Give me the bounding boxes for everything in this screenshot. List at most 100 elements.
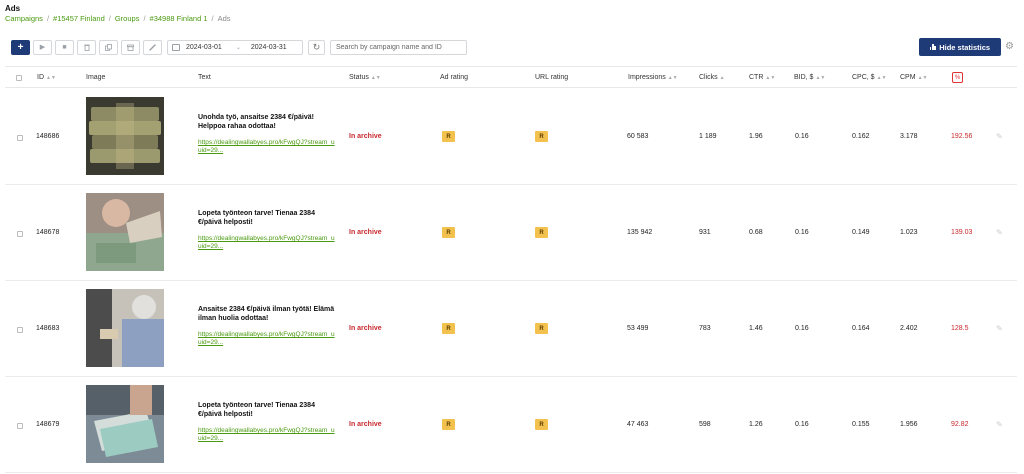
sort-icon: ▲▼ xyxy=(917,75,928,81)
ad-rating-badge: R xyxy=(442,419,455,430)
cpc-value: 0.164 xyxy=(852,325,870,332)
status-label: In archive xyxy=(349,229,382,236)
copy-button[interactable] xyxy=(99,39,118,55)
calendar-icon xyxy=(172,43,180,51)
trash-icon xyxy=(83,44,90,51)
cpm-value: 1.023 xyxy=(900,229,918,236)
select-all-checkbox[interactable] xyxy=(16,75,22,81)
edit-icon[interactable]: ✎ xyxy=(996,324,1003,333)
table-row: 148678 Lopeta työnteon tarve! Tienaa 238… xyxy=(5,185,1017,281)
cpc-value: 0.155 xyxy=(852,421,870,428)
clicks-value: 931 xyxy=(699,229,711,236)
ad-image[interactable] xyxy=(86,193,164,271)
url-rating-badge: R xyxy=(535,227,548,238)
row-checkbox[interactable] xyxy=(17,423,23,429)
hide-statistics-label: Hide statistics xyxy=(939,42,991,52)
roi-value: 139.03 xyxy=(951,229,973,236)
archive-icon xyxy=(127,44,134,51)
edit-icon[interactable]: ✎ xyxy=(996,420,1003,429)
column-image: Image xyxy=(86,74,106,81)
bid-value: 0.16 xyxy=(795,325,809,332)
stop-icon: ■ xyxy=(62,43,67,51)
url-rating-badge: R xyxy=(535,131,548,142)
refresh-icon: ↻ xyxy=(312,41,321,52)
refresh-button[interactable]: ↻ xyxy=(308,39,325,55)
search-input[interactable] xyxy=(330,39,467,55)
add-ad-button[interactable]: + xyxy=(11,39,30,55)
ad-text: Lopeta työnteon tarve! Tienaa 2384 €/päi… xyxy=(198,210,315,226)
edit-icon[interactable]: ✎ xyxy=(996,228,1003,237)
roi-value: 92.82 xyxy=(951,421,969,428)
breadcrumb-campaigns[interactable]: Campaigns xyxy=(5,14,43,23)
copy-icon xyxy=(105,43,112,51)
bar-chart-icon xyxy=(929,44,936,50)
sort-icon: ▲▼ xyxy=(46,75,56,81)
column-ctr[interactable]: CTR ▲▼ xyxy=(749,74,776,81)
date-range-picker[interactable]: 2024-03-01 ⌄ 2024-03-31 xyxy=(167,39,303,55)
sort-icon: ▲▼ xyxy=(876,75,887,81)
column-status[interactable]: Status ▲▼ xyxy=(349,74,381,81)
column-impressions[interactable]: Impressions ▲▼ xyxy=(628,74,678,81)
cpc-value: 0.162 xyxy=(852,133,870,140)
impressions-value: 60 583 xyxy=(627,133,649,140)
ctr-value: 0.68 xyxy=(749,229,763,236)
ad-id: 148678 xyxy=(36,229,60,236)
column-id[interactable]: ID ▲▼ xyxy=(37,74,56,81)
edit-icon[interactable]: ✎ xyxy=(996,132,1003,141)
toolbar: + ▶ ■ 2024-03-01 ⌄ 2024-03-31 ↻ xyxy=(11,39,467,55)
cpc-value: 0.149 xyxy=(852,229,870,236)
sort-icon: ▲▼ xyxy=(815,75,826,81)
status-label: In archive xyxy=(349,325,382,332)
breadcrumb-separator: / xyxy=(143,14,146,23)
roi-column-icon[interactable]: % xyxy=(952,72,963,83)
row-checkbox[interactable] xyxy=(17,231,23,237)
column-cpc[interactable]: CPC, $ ▲▼ xyxy=(852,74,887,81)
row-checkbox[interactable] xyxy=(17,135,23,141)
column-cpm[interactable]: CPM ▲▼ xyxy=(900,74,928,81)
ad-link[interactable]: https://dealingwallabyes.pro/kFwgQJ?stre… xyxy=(198,331,335,346)
date-to: 2024-03-31 xyxy=(250,43,287,51)
sort-icon: ▲▼ xyxy=(667,75,678,81)
breadcrumb-groups[interactable]: Groups xyxy=(114,14,140,23)
cpm-value: 3.178 xyxy=(900,133,918,140)
impressions-value: 135 942 xyxy=(627,229,653,236)
breadcrumb-campaign[interactable]: #15457 Finland xyxy=(53,14,105,23)
breadcrumb-separator: / xyxy=(108,14,111,23)
roi-value: 192.56 xyxy=(951,133,973,140)
ad-link[interactable]: https://dealingwallabyes.pro/kFwgQJ?stre… xyxy=(198,139,335,154)
breadcrumb-group[interactable]: #34988 Finland 1 xyxy=(149,14,208,23)
archive-button[interactable] xyxy=(121,39,140,55)
sort-icon: ▲▼ xyxy=(370,75,381,81)
clicks-value: 598 xyxy=(699,421,711,428)
column-ad-rating: Ad rating xyxy=(440,74,469,81)
stop-button[interactable]: ■ xyxy=(55,39,74,55)
roi-value: 128.5 xyxy=(951,325,969,332)
ctr-value: 1.26 xyxy=(749,421,763,428)
row-checkbox[interactable] xyxy=(17,327,23,333)
gear-icon[interactable]: ⚙ xyxy=(1005,41,1014,52)
table-row: 148679 Lopeta työnteon tarve! Tienaa 238… xyxy=(5,377,1017,473)
ad-image[interactable] xyxy=(86,289,164,367)
arrow-right-icon: ⌄ xyxy=(235,44,241,51)
ad-link[interactable]: https://dealingwallabyes.pro/kFwgQJ?stre… xyxy=(198,235,335,250)
column-clicks[interactable]: Clicks ▲ xyxy=(699,74,725,81)
clicks-value: 783 xyxy=(699,325,711,332)
cpm-value: 1.956 xyxy=(900,421,918,428)
impressions-value: 47 463 xyxy=(627,421,649,428)
hide-statistics-button[interactable]: Hide statistics xyxy=(919,38,1001,56)
breadcrumb-current: Ads xyxy=(217,14,231,23)
ad-image[interactable] xyxy=(86,385,164,463)
impressions-value: 53 499 xyxy=(627,325,649,332)
ad-image[interactable] xyxy=(86,97,164,175)
column-url-rating: URL rating xyxy=(535,74,569,81)
link-button[interactable] xyxy=(143,39,162,55)
ad-text: Unohda työ, ansaitse 2384 €/päivä! Helpp… xyxy=(198,114,314,130)
status-label: In archive xyxy=(349,421,382,428)
delete-button[interactable] xyxy=(77,39,96,55)
cpm-value: 2.402 xyxy=(900,325,918,332)
play-button[interactable]: ▶ xyxy=(33,39,52,55)
ad-link[interactable]: https://dealingwallabyes.pro/kFwgQJ?stre… xyxy=(198,427,335,442)
breadcrumb-separator: / xyxy=(211,14,214,23)
column-bid[interactable]: BID, $ ▲▼ xyxy=(794,74,826,81)
breadcrumb: Campaigns / #15457 Finland / Groups / #34988 F… xyxy=(5,14,231,23)
